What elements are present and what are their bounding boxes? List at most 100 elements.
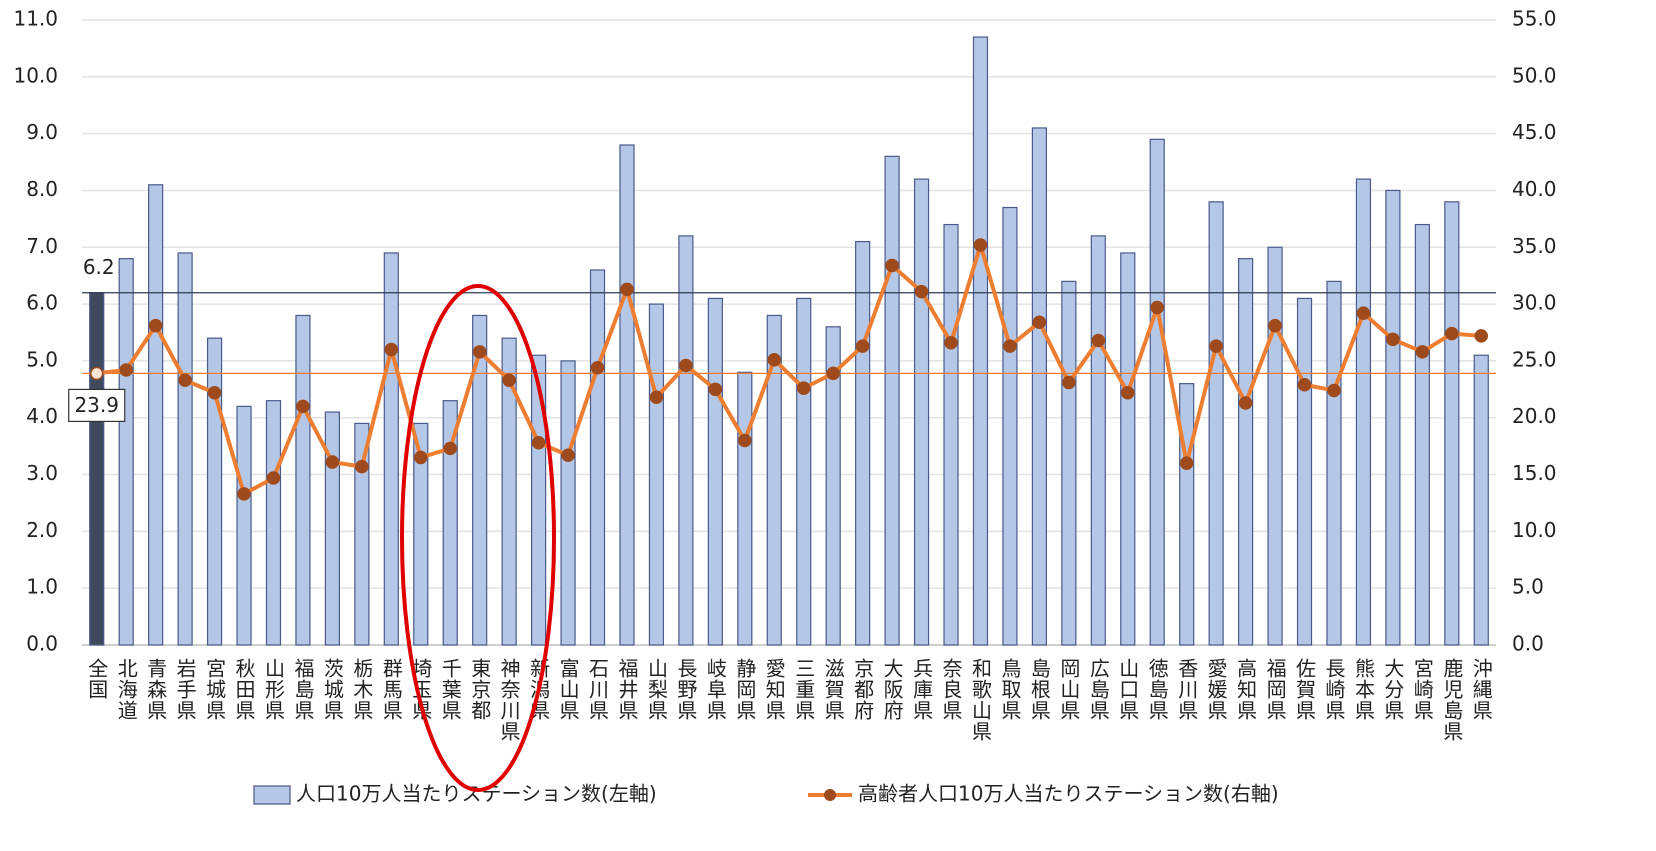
bar — [265, 400, 282, 646]
line-marker — [502, 373, 516, 387]
line-marker — [855, 339, 870, 353]
bar — [1061, 280, 1077, 646]
y-tick-label: 6.0 — [26, 291, 58, 315]
bar — [1031, 127, 1047, 646]
line-marker — [590, 360, 605, 375]
bar — [619, 144, 635, 646]
bar — [89, 292, 105, 646]
bar — [737, 371, 753, 646]
line-marker — [1032, 315, 1047, 330]
line-marker — [296, 399, 310, 414]
y-tick-label: 11.0 — [13, 7, 58, 31]
x-tick-label: 茨城県 — [320, 658, 344, 721]
y-tick-label: 1.0 — [26, 575, 58, 599]
line-marker — [1062, 375, 1076, 390]
x-tick-label: 沖縄県 — [1469, 658, 1493, 721]
line-marker — [1474, 329, 1489, 343]
x-tick-label: 岐阜県 — [703, 658, 727, 721]
line-marker — [89, 366, 104, 381]
bar — [1002, 206, 1018, 646]
bar — [1149, 138, 1165, 646]
y2-tick-label: 45.0 — [1512, 120, 1557, 144]
bar — [766, 314, 782, 646]
bar — [972, 36, 989, 646]
bar — [560, 360, 576, 646]
plot-layer: 0.0 1.0 2.0 3.0 4.0 5.0 6.0 7.0 8.0 9.0 10.0 11.0 0.… — [13, 7, 1556, 806]
bar — [1120, 252, 1136, 646]
y-tick-label: 5.0 — [26, 347, 58, 371]
bar — [1414, 223, 1430, 646]
y2-tick-label: 15.0 — [1512, 461, 1557, 485]
line-marker — [207, 385, 222, 400]
line-marker — [1238, 396, 1253, 410]
y2-tick-label: 40.0 — [1512, 177, 1557, 201]
legend-label: 高齢者人口10万人当たりステーション数(右軸) — [858, 782, 1279, 806]
line-marker — [443, 441, 457, 456]
line-marker — [826, 366, 840, 381]
y2-tick-label: 20.0 — [1512, 404, 1557, 428]
data-label: 23.9 — [74, 393, 119, 417]
x-tick-label: 全国 — [85, 658, 109, 700]
bar — [855, 240, 871, 646]
bar — [1355, 178, 1372, 646]
x-tick-label: 和歌山県 — [968, 658, 992, 742]
x-tick-label: 三重県 — [792, 658, 816, 721]
y2-tick-label: 0.0 — [1512, 632, 1544, 656]
x-tick-label: 青森県 — [144, 658, 168, 721]
x-tick-label: 佐賀県 — [1293, 658, 1317, 721]
line-marker — [561, 448, 575, 462]
x-tick-label: 長崎県 — [1322, 658, 1346, 721]
line-marker — [973, 238, 988, 252]
line-marker — [1356, 306, 1371, 320]
bar — [913, 178, 930, 646]
x-tick-label: 滋賀県 — [821, 658, 845, 721]
x-tick-label: 山梨県 — [644, 658, 668, 721]
x-tick-label: 鳥取県 — [998, 658, 1022, 721]
line-marker — [472, 345, 487, 359]
line-marker — [679, 358, 693, 373]
line-marker — [944, 335, 958, 350]
highlight-ellipse — [400, 284, 556, 792]
line-marker — [1091, 333, 1106, 348]
x-tick-label: 千葉県 — [438, 658, 462, 721]
bar — [295, 314, 311, 646]
line-marker — [885, 258, 899, 273]
line-marker — [119, 363, 133, 377]
x-tick-label: 鹿児島県 — [1440, 658, 1464, 742]
line-marker — [1003, 339, 1017, 353]
x-tick-label: 愛知県 — [762, 658, 786, 721]
line — [96, 243, 1482, 496]
x-tick-label: 香川県 — [1175, 658, 1199, 721]
x-tick-label: 広島県 — [1086, 658, 1110, 721]
bar — [472, 314, 488, 646]
x-tick-label: 兵庫県 — [910, 658, 934, 721]
x-tick-label: 岩手県 — [173, 658, 197, 721]
bar — [206, 337, 223, 646]
bar — [1385, 189, 1401, 646]
bar — [707, 297, 723, 646]
x-tick-label: 京都府 — [851, 658, 875, 721]
data-label: 6.2 — [83, 255, 115, 279]
bar — [1326, 280, 1342, 646]
bar — [177, 252, 193, 646]
bar — [796, 297, 812, 646]
bar — [324, 411, 340, 646]
y-tick-label: 0.0 — [26, 632, 58, 656]
line-marker — [620, 282, 634, 297]
bar — [1090, 235, 1106, 646]
y-tick-label: 7.0 — [26, 234, 58, 258]
line-marker — [355, 459, 369, 474]
line-marker — [767, 353, 782, 367]
bar — [148, 184, 164, 646]
bar — [1238, 258, 1254, 646]
x-tick-label: 富山県 — [556, 658, 580, 721]
bar — [1179, 383, 1195, 646]
bar — [1296, 297, 1313, 646]
line-marker — [178, 373, 192, 387]
bar — [825, 326, 841, 646]
line-marker — [1121, 385, 1135, 400]
x-tick-label: 東京都 — [468, 658, 492, 721]
line-marker — [384, 342, 399, 357]
x-tick-label: 宮城県 — [203, 658, 227, 721]
